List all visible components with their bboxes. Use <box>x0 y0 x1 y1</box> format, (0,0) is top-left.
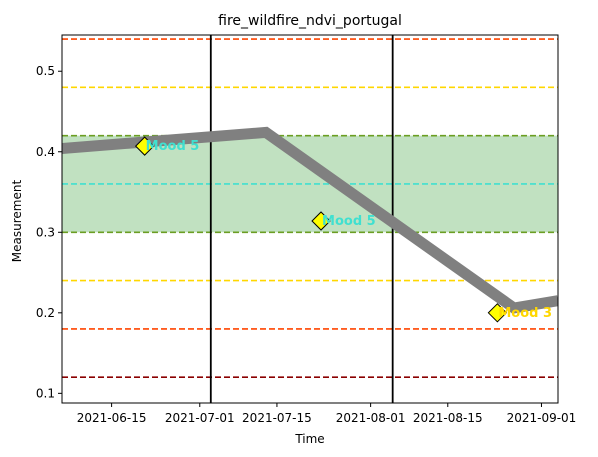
y-tick-label-4: 0.5 <box>36 64 55 78</box>
y-axis-label: Measurement <box>10 180 24 263</box>
annotation-label-1: Mood 5 <box>322 214 376 229</box>
x-tick-label-5: 2021-09-01 <box>507 411 577 425</box>
x-tick-label-4: 2021-08-15 <box>413 411 483 425</box>
y-tick-label-0: 0.1 <box>36 386 55 400</box>
chart-title: fire_wildfire_ndvi_portugal <box>218 13 402 29</box>
annotation-marker-0 <box>134 136 155 156</box>
annotation-label-2: Mood 3 <box>498 306 552 321</box>
plot-content: Mood 5 Mood 5 Mood 3 <box>62 35 558 403</box>
y-tick-label-1: 0.2 <box>36 306 55 320</box>
plot-frame <box>61 34 559 404</box>
x-axis-label: Time <box>294 432 324 446</box>
x-tick-label-1: 2021-07-01 <box>165 411 235 425</box>
plot-area: Mood 5 Mood 5 Mood 3 0.1 0.2 0.3 0.4 0.5 2021-06… <box>36 34 577 425</box>
annotation-label-0: Mood 5 <box>146 139 200 154</box>
annotation-marker-2 <box>487 303 508 323</box>
x-tick-label-2: 2021-07-15 <box>242 411 312 425</box>
series-line-0 <box>62 126 558 314</box>
y-tick-label-2: 0.3 <box>36 225 55 239</box>
y-tick-label-3: 0.4 <box>36 145 55 159</box>
x-tick-label-3: 2021-08-01 <box>336 411 406 425</box>
annotation-marker-1 <box>311 211 331 231</box>
x-tick-label-0: 2021-06-15 <box>77 411 147 425</box>
